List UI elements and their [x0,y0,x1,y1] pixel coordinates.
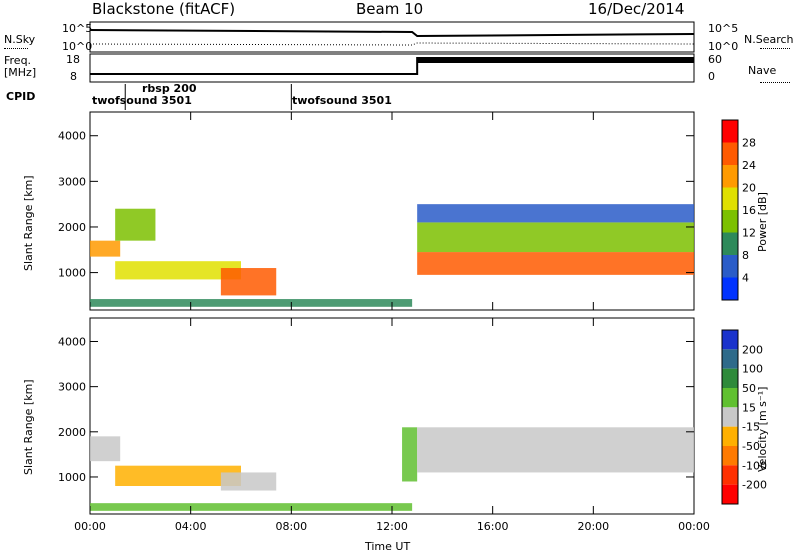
power-panel-echo-band [90,299,413,307]
power-colorbar-tick: 28 [742,137,756,150]
noise-tick-high: 10^5 [62,22,93,35]
nsearch-legend-line [760,48,790,49]
power-panel-echo-band [115,208,156,241]
power-colorbar-color-step [722,210,738,233]
velocity-colorbar-tick: -50 [742,440,760,453]
power-colorbar-color-step [722,187,738,210]
freq-panel-frame [89,53,695,83]
velocity-colorbar-step [722,484,738,504]
velocity-colorbar-tick: 15 [742,401,756,414]
freq-label: Freq. [4,54,32,67]
velocity-colorbar-step [722,349,738,369]
power-colorbar-color-step [722,232,738,255]
power-panel-echo-band [220,268,277,296]
velocity-colorbar-step [722,368,738,388]
power-colorbar-color-step [722,277,738,300]
nave-tick-low: 0 [708,70,715,83]
x-tick-label: 20:00 [577,520,609,533]
freq-tick-high: 18 [66,53,80,66]
x-tick-label: 16:00 [477,520,509,533]
velocity-colorbar-step [722,426,738,446]
velocity-colorbar-step [722,446,738,466]
velocity-panel-ytick-label: 2000 [58,426,86,439]
date-title: 16/Dec/2014 [588,0,685,18]
noise-panel-frame [89,21,695,53]
freq-unit-label: [MHz] [4,66,37,79]
velocity-panel-echo-band [115,465,241,486]
velocity-colorbar-tick: -15 [742,421,760,434]
station-title: Blackstone (fitACF) [92,0,236,18]
x-tick-label: 08:00 [275,520,307,533]
nave-label: Nave [748,64,777,77]
velocity-panel-echo-band [402,427,418,482]
velocity-colorbar-step [722,388,738,408]
x-tick-label: 04:00 [175,520,207,533]
cpid-segment-2: rbsp 200 [142,82,197,95]
x-tick-label: 00:00 [74,520,106,533]
nsky-trace [89,29,695,38]
velocity-panel-echo-band [90,436,121,462]
power-panel-echo-band [417,204,694,223]
beam-title: Beam 10 [356,0,424,18]
x-tick-label: 00:00 [678,520,710,533]
nave-legend-line [760,82,790,83]
power-colorbar-color-step [722,120,738,143]
x-axis-title: Time UT [365,540,411,553]
velocity-colorbar-frame [721,329,739,505]
power-panel-echo-band [115,261,241,280]
power-colorbar-tick: 4 [742,272,749,285]
power-colorbar-color-step [722,165,738,188]
nave-tick-high: 60 [708,53,722,66]
velocity-panel-ytick-label: 1000 [58,471,86,484]
power-colorbar-tick: 12 [742,227,756,240]
velocity-panel-ytick-label: 4000 [58,335,86,348]
freq-tick-low: 8 [70,70,77,83]
power-panel-echo-band [90,240,121,257]
nsearch-label: N.Search [744,33,794,46]
velocity-panel-echo-band [220,472,277,491]
power-colorbar-color-step [722,142,738,165]
cpid-label: CPID [6,90,36,103]
power-panel-echo-band [417,222,694,253]
velocity-colorbar-tick: 50 [742,382,756,395]
noise-tick-low-right: 10^0 [708,40,739,53]
power-colorbar-tick: 16 [742,204,756,217]
noise-tick-low: 10^0 [62,40,93,53]
power-panel-echo-band [417,252,694,275]
velocity-panel-echo-band [417,427,694,473]
nsearch-trace [89,42,695,46]
velocity-colorbar-tick: 200 [742,343,763,356]
power-colorbar-frame [721,119,739,301]
power-colorbar-tick: 24 [742,159,756,172]
velocity-colorbar-tick: 100 [742,363,763,376]
velocity-colorbar-step [722,330,738,350]
x-tick-label: 12:00 [376,520,408,533]
power-panel-ytick-label: 4000 [58,130,86,143]
velocity-colorbar-tick: -200 [742,479,767,492]
velocity-colorbar-tick: -100 [742,459,767,472]
velocity-colorbar-step [722,407,738,427]
power-colorbar-tick: 8 [742,249,749,262]
power-panel-ytick-label: 2000 [58,221,86,234]
power-colorbar-color-step [722,255,738,278]
velocity-colorbar-step [722,465,738,485]
power-panel-ytick-label: 1000 [58,267,86,280]
velocity-panel-echo-band [90,503,413,511]
velocity-panel-ytick-label: 3000 [58,381,86,394]
power-colorbar-tick: 20 [742,182,756,195]
nave-block [417,57,694,63]
cpid-segment-1: twofsound 3501 [92,94,192,107]
noise-tick-high-right: 10^5 [708,22,739,35]
cpid-segment-3: twofsound 3501 [292,94,392,107]
power-panel-ytick-label: 3000 [58,175,86,188]
nsky-label: N.Sky [4,33,36,46]
nsky-legend-line [4,48,28,49]
